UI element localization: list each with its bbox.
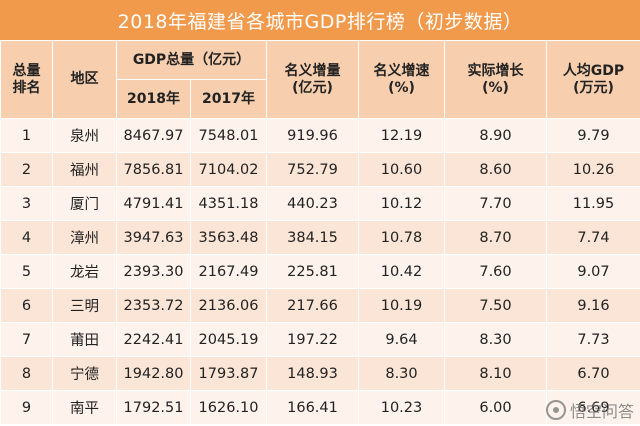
region-cell: 福州 [52, 152, 117, 187]
gdp-2018-cell: 1792.51 [116, 390, 191, 425]
nominal-increase-cell: 197.22 [266, 322, 359, 357]
real-growth-cell: 8.30 [444, 322, 547, 357]
real-growth-cell: 8.60 [444, 152, 547, 187]
nominal-increase-cell: 225.81 [266, 254, 359, 289]
rank-cell: 8 [0, 356, 53, 391]
rank-cell: 6 [0, 288, 53, 323]
gdp-2018-cell: 3947.63 [116, 220, 191, 255]
nominal-increase-cell: 166.41 [266, 390, 359, 425]
gdp-2017-cell: 1626.10 [190, 390, 267, 425]
per-capita-cell: 7.74 [546, 220, 640, 255]
gdp-2018-cell: 2242.41 [116, 322, 191, 357]
gdp-2018-cell: 2353.72 [116, 288, 191, 323]
rank-cell: 9 [0, 390, 53, 425]
rank-cell: 1 [0, 118, 53, 153]
gdp-2018-cell: 4791.41 [116, 186, 191, 221]
header-per-capita: 人均GDP (万元) [546, 40, 640, 119]
nominal-increase-cell: 919.96 [266, 118, 359, 153]
rank-cell: 7 [0, 322, 53, 357]
table-row: 6 三明 2353.72 2136.06 217.66 10.19 7.50 9.16 [0, 288, 640, 323]
nominal-growth-cell: 12.19 [358, 118, 445, 153]
region-cell: 南平 [52, 390, 117, 425]
gdp-2018-cell: 8467.97 [116, 118, 191, 153]
gdp-2017-cell: 7548.01 [190, 118, 267, 153]
header-gdp-total: GDP总量（亿元） [116, 40, 267, 80]
watermark: 悟空问答 [545, 398, 634, 422]
real-growth-cell: 6.00 [444, 390, 547, 425]
rank-cell: 2 [0, 152, 53, 187]
real-growth-cell: 8.10 [444, 356, 547, 391]
per-capita-cell: 6.70 [546, 356, 640, 391]
nominal-growth-cell: 10.12 [358, 186, 445, 221]
nominal-increase-cell: 148.93 [266, 356, 359, 391]
region-cell: 宁德 [52, 356, 117, 391]
nominal-growth-cell: 10.42 [358, 254, 445, 289]
nominal-growth-cell: 10.19 [358, 288, 445, 323]
wukong-logo-icon [545, 400, 566, 420]
region-cell: 莆田 [52, 322, 117, 357]
gdp-table: 总量 排名 地区 GDP总量（亿元） 名义增量 (亿元) 名义增速 (%) 实际… [0, 40, 640, 425]
header-real-growth: 实际增长 (%) [444, 40, 547, 119]
gdp-2017-cell: 7104.02 [190, 152, 267, 187]
nominal-increase-cell: 752.79 [266, 152, 359, 187]
region-cell: 厦门 [52, 186, 117, 221]
watermark-text: 悟空问答 [569, 402, 634, 421]
real-growth-cell: 8.70 [444, 220, 547, 255]
table-row: 3 厦门 4791.41 4351.18 440.23 10.12 7.70 11.95 [0, 186, 640, 221]
gdp-2017-cell: 3563.48 [190, 220, 267, 255]
table-row: 8 宁德 1942.80 1793.87 148.93 8.30 8.10 6.70 [0, 356, 640, 391]
region-cell: 三明 [52, 288, 117, 323]
table-row: 5 龙岩 2393.30 2167.49 225.81 10.42 7.60 9.07 [0, 254, 640, 289]
header-2018: 2018年 [116, 79, 191, 119]
gdp-2017-cell: 1793.87 [190, 356, 267, 391]
per-capita-cell: 9.07 [546, 254, 640, 289]
header-rank: 总量 排名 [0, 40, 53, 119]
table-title: 2018年福建省各城市GDP排行榜（初步数据） [0, 0, 640, 40]
header-nominal-growth: 名义增速 (%) [358, 40, 445, 119]
nominal-growth-cell: 8.30 [358, 356, 445, 391]
per-capita-cell: 9.79 [546, 118, 640, 153]
rank-cell: 4 [0, 220, 53, 255]
nominal-increase-cell: 440.23 [266, 186, 359, 221]
real-growth-cell: 7.70 [444, 186, 547, 221]
gdp-2018-cell: 7856.81 [116, 152, 191, 187]
gdp-2018-cell: 2393.30 [116, 254, 191, 289]
real-growth-cell: 8.90 [444, 118, 547, 153]
gdp-2017-cell: 2167.49 [190, 254, 267, 289]
header-nominal-increase: 名义增量 (亿元) [266, 40, 359, 119]
header-region: 地区 [52, 40, 117, 119]
per-capita-cell: 7.73 [546, 322, 640, 357]
rank-cell: 5 [0, 254, 53, 289]
nominal-increase-cell: 217.66 [266, 288, 359, 323]
gdp-2018-cell: 1942.80 [116, 356, 191, 391]
region-cell: 漳州 [52, 220, 117, 255]
per-capita-cell: 10.26 [546, 152, 640, 187]
per-capita-cell: 6.69 [546, 390, 640, 425]
nominal-growth-cell: 10.60 [358, 152, 445, 187]
table-row: 1 泉州 8467.97 7548.01 919.96 12.19 8.90 9.79 [0, 118, 640, 153]
region-cell: 泉州 [52, 118, 117, 153]
nominal-growth-cell: 10.78 [358, 220, 445, 255]
header-2017: 2017年 [190, 79, 267, 119]
real-growth-cell: 7.60 [444, 254, 547, 289]
nominal-growth-cell: 10.23 [358, 390, 445, 425]
region-cell: 龙岩 [52, 254, 117, 289]
gdp-2017-cell: 4351.18 [190, 186, 267, 221]
real-growth-cell: 7.50 [444, 288, 547, 323]
table-row: 7 莆田 2242.41 2045.19 197.22 9.64 8.30 7.73 [0, 322, 640, 357]
gdp-2017-cell: 2136.06 [190, 288, 267, 323]
per-capita-cell: 11.95 [546, 186, 640, 221]
table-row: 9 南平 1792.51 1626.10 166.41 10.23 6.00 6.69 [0, 390, 640, 425]
per-capita-cell: 9.16 [546, 288, 640, 323]
nominal-increase-cell: 384.15 [266, 220, 359, 255]
table-row: 2 福州 7856.81 7104.02 752.79 10.60 8.60 10.26 [0, 152, 640, 187]
rank-cell: 3 [0, 186, 53, 221]
table-row: 4 漳州 3947.63 3563.48 384.15 10.78 8.70 7.74 [0, 220, 640, 255]
nominal-growth-cell: 9.64 [358, 322, 445, 357]
gdp-2017-cell: 2045.19 [190, 322, 267, 357]
